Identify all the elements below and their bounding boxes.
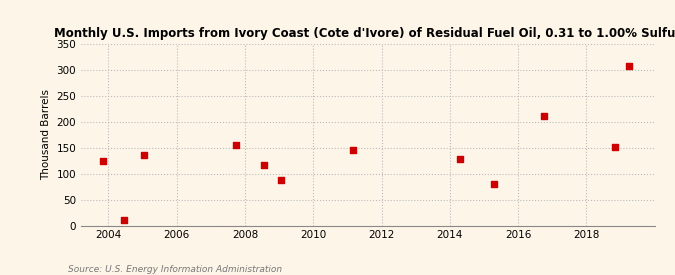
Point <box>139 153 150 158</box>
Point <box>347 148 358 153</box>
Text: Source: U.S. Energy Information Administration: Source: U.S. Energy Information Administ… <box>68 265 281 274</box>
Point <box>624 64 634 68</box>
Point <box>455 157 466 161</box>
Point <box>275 178 286 182</box>
Point <box>98 159 109 163</box>
Point <box>231 142 242 147</box>
Point <box>489 182 500 186</box>
Title: Monthly U.S. Imports from Ivory Coast (Cote d'Ivore) of Residual Fuel Oil, 0.31 : Monthly U.S. Imports from Ivory Coast (C… <box>54 27 675 40</box>
Point <box>610 144 621 149</box>
Y-axis label: Thousand Barrels: Thousand Barrels <box>40 89 51 180</box>
Point <box>539 113 549 118</box>
Point <box>118 218 129 222</box>
Point <box>259 163 269 167</box>
